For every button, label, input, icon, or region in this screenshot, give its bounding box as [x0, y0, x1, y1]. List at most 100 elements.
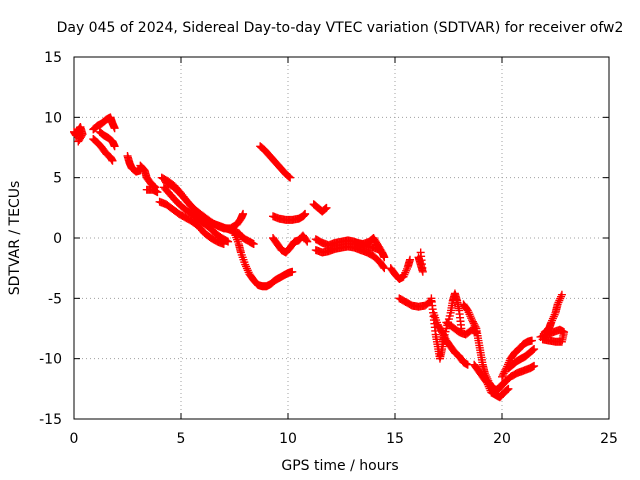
series-track-15 [269, 209, 310, 224]
data-point [529, 345, 538, 354]
y-tick-label: -10 [39, 352, 62, 368]
data-point [555, 296, 564, 305]
data-point [470, 321, 479, 330]
x-tick-label: 10 [279, 431, 297, 447]
data-point [554, 298, 563, 307]
data-series [70, 113, 569, 402]
data-point [556, 294, 565, 303]
data-point [466, 312, 475, 321]
chart-title: Day 045 of 2024, Sidereal Day-to-day VTE… [57, 20, 624, 36]
series-track-11 [162, 178, 248, 233]
y-tick-label: 5 [53, 171, 62, 187]
data-point [463, 306, 472, 315]
data-point [548, 314, 557, 323]
data-point [108, 156, 117, 165]
data-point [500, 367, 509, 376]
data-point [75, 136, 84, 145]
data-point [110, 142, 119, 151]
data-point [241, 260, 250, 269]
data-point [224, 237, 233, 246]
series-track-33 [536, 325, 569, 346]
x-tick-label: 25 [600, 431, 618, 447]
data-point [553, 300, 562, 309]
series-track-32 [540, 290, 566, 337]
series-track-28 [470, 360, 513, 402]
y-tick-label: -15 [39, 412, 62, 428]
series-track-6 [136, 161, 160, 192]
data-point [401, 268, 410, 277]
data-point [243, 266, 252, 275]
data-point [380, 253, 389, 262]
series-track-10 [155, 197, 228, 249]
data-point [284, 172, 293, 181]
series-track-14 [269, 231, 312, 257]
data-point [557, 292, 566, 301]
data-point [400, 270, 409, 279]
y-tick-label: 0 [53, 231, 62, 247]
data-point [402, 264, 411, 273]
data-point [471, 322, 480, 331]
data-point [548, 316, 557, 325]
data-point [527, 336, 536, 345]
data-point [320, 205, 329, 214]
data-point [498, 372, 506, 381]
data-point [239, 209, 248, 218]
data-point [547, 318, 556, 327]
data-point [153, 188, 162, 197]
series-track-31 [504, 345, 539, 373]
x-tick-label: 20 [493, 431, 511, 447]
data-point [219, 240, 228, 249]
data-point [530, 361, 539, 370]
data-point [379, 262, 388, 271]
data-point [483, 380, 492, 389]
y-tick-label: -5 [48, 291, 62, 307]
data-point [498, 371, 507, 380]
data-point [468, 317, 477, 326]
data-point [467, 314, 476, 323]
series-track-5 [123, 151, 145, 176]
data-point [484, 382, 493, 391]
data-point [74, 137, 83, 146]
data-point [301, 209, 310, 218]
data-point [469, 319, 478, 328]
data-point [528, 346, 537, 355]
data-point [302, 236, 311, 245]
data-point [322, 203, 331, 212]
grid [74, 57, 609, 419]
series-track-19 [352, 234, 389, 262]
data-point [485, 384, 494, 393]
data-point [110, 124, 119, 133]
data-point [303, 237, 312, 246]
x-tick-label: 5 [177, 431, 186, 447]
x-tick-label: 15 [386, 431, 404, 447]
data-point [399, 272, 408, 281]
data-point [468, 316, 477, 325]
data-point [538, 335, 547, 344]
data-point [549, 312, 558, 321]
y-tick-label: 15 [44, 50, 62, 66]
series-track-2 [89, 113, 119, 134]
data-point [550, 310, 559, 319]
series-track-13 [256, 142, 295, 182]
data-point [405, 255, 414, 264]
axis-ticks: 0 5 10 15 20 25 -15 -10 -5 0 5 10 15 [39, 50, 618, 447]
series-track-7 [142, 185, 162, 197]
series-track-20 [386, 255, 414, 284]
series-track-12 [230, 229, 297, 291]
series-track-25 [438, 289, 466, 349]
data-point [465, 310, 474, 319]
data-point [288, 267, 297, 276]
y-axis-label: SDTVAR / TECUs [7, 181, 23, 296]
data-point [557, 290, 566, 299]
data-point [499, 369, 508, 378]
data-point [249, 240, 258, 249]
data-point [321, 204, 330, 213]
data-point [504, 384, 513, 393]
series-track-29 [493, 361, 539, 393]
y-tick-label: 10 [44, 110, 62, 126]
x-tick-label: 0 [70, 431, 79, 447]
data-point [502, 386, 511, 395]
x-axis-label: GPS time / hours [281, 458, 398, 474]
data-point [503, 385, 512, 394]
data-point [464, 308, 473, 317]
